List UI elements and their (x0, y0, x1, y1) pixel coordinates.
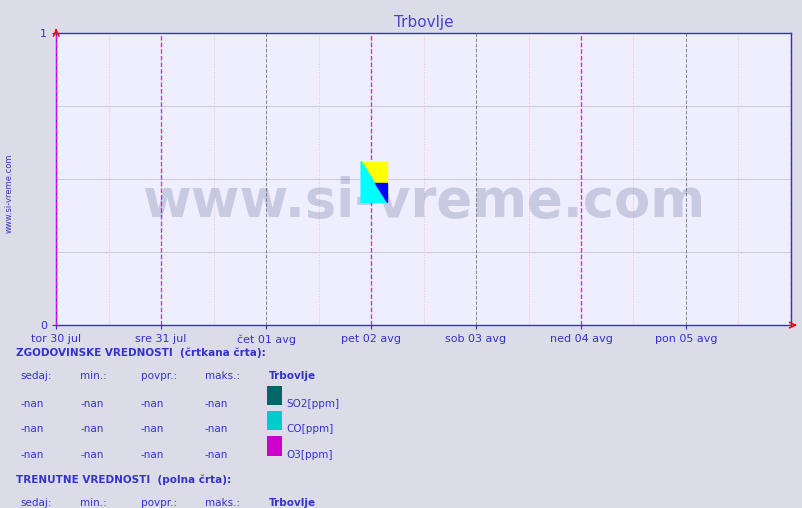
Text: -nan: -nan (20, 424, 43, 434)
Text: povpr.:: povpr.: (140, 371, 176, 381)
Text: -nan: -nan (20, 450, 43, 460)
Text: maks.:: maks.: (205, 371, 240, 381)
Text: -nan: -nan (80, 399, 103, 409)
Text: maks.:: maks.: (205, 498, 240, 508)
Text: -nan: -nan (205, 450, 228, 460)
Text: sedaj:: sedaj: (20, 498, 51, 508)
Text: -nan: -nan (140, 450, 164, 460)
Polygon shape (361, 162, 387, 202)
Text: min.:: min.: (80, 371, 107, 381)
Text: Trbovlje: Trbovlje (269, 371, 316, 381)
Text: www.si-vreme.com: www.si-vreme.com (142, 176, 704, 229)
Text: -nan: -nan (140, 424, 164, 434)
Text: SO2[ppm]: SO2[ppm] (286, 399, 339, 409)
Text: CO[ppm]: CO[ppm] (286, 424, 334, 434)
Text: -nan: -nan (140, 399, 164, 409)
Text: -nan: -nan (80, 450, 103, 460)
Title: Trbovlje: Trbovlje (393, 15, 453, 30)
Text: -nan: -nan (80, 424, 103, 434)
Text: www.si-vreme.com: www.si-vreme.com (5, 153, 14, 233)
Text: O3[ppm]: O3[ppm] (286, 450, 333, 460)
Text: -nan: -nan (205, 399, 228, 409)
Text: -nan: -nan (205, 424, 228, 434)
Text: ZGODOVINSKE VREDNOSTI  (črtkana črta):: ZGODOVINSKE VREDNOSTI (črtkana črta): (16, 348, 265, 359)
Text: sedaj:: sedaj: (20, 371, 51, 381)
Text: -nan: -nan (20, 399, 43, 409)
Text: TRENUTNE VREDNOSTI  (polna črta):: TRENUTNE VREDNOSTI (polna črta): (16, 475, 231, 486)
Polygon shape (374, 183, 387, 202)
Text: min.:: min.: (80, 498, 107, 508)
Text: povpr.:: povpr.: (140, 498, 176, 508)
Polygon shape (361, 162, 387, 202)
Text: Trbovlje: Trbovlje (269, 498, 316, 508)
